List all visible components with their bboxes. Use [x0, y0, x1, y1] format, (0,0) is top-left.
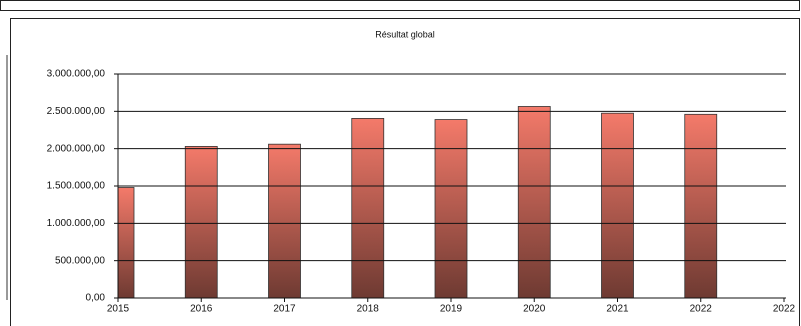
frame-top [0, 0, 800, 11]
bar [601, 112, 634, 299]
bar [517, 106, 551, 299]
y-tick-label: 0,00 [86, 293, 106, 304]
x-tick-label: 2022 [690, 304, 713, 315]
chart-frame [10, 18, 800, 326]
x-tick-label: 2019 [440, 304, 463, 315]
bar [684, 113, 718, 299]
bars [118, 106, 718, 299]
bar [184, 146, 218, 299]
y-tick-label: 1.000.000,00 [47, 218, 106, 229]
x-tick-label: 2020 [523, 304, 546, 315]
y-tick-label: 1.500.000,00 [47, 181, 106, 192]
x-tick-label: 2016 [190, 304, 213, 315]
x-tick-label: 2022 [773, 304, 796, 315]
x-tick-label: 2018 [357, 304, 380, 315]
x-tick-label: 2021 [606, 304, 629, 315]
bar [434, 119, 468, 299]
y-tick-label: 500.000,00 [55, 255, 105, 266]
bar [268, 143, 301, 299]
y-tick-label: 3.000.000,00 [47, 69, 106, 80]
x-tick-label: 2015 [107, 304, 130, 315]
y-tick-label: 2.000.000,00 [47, 143, 106, 154]
bar [351, 118, 385, 299]
y-tick-label: 2.500.000,00 [47, 106, 106, 117]
bar [118, 187, 135, 299]
x-tick-label: 2017 [273, 304, 296, 315]
chart-title: Résultat global [375, 29, 435, 39]
